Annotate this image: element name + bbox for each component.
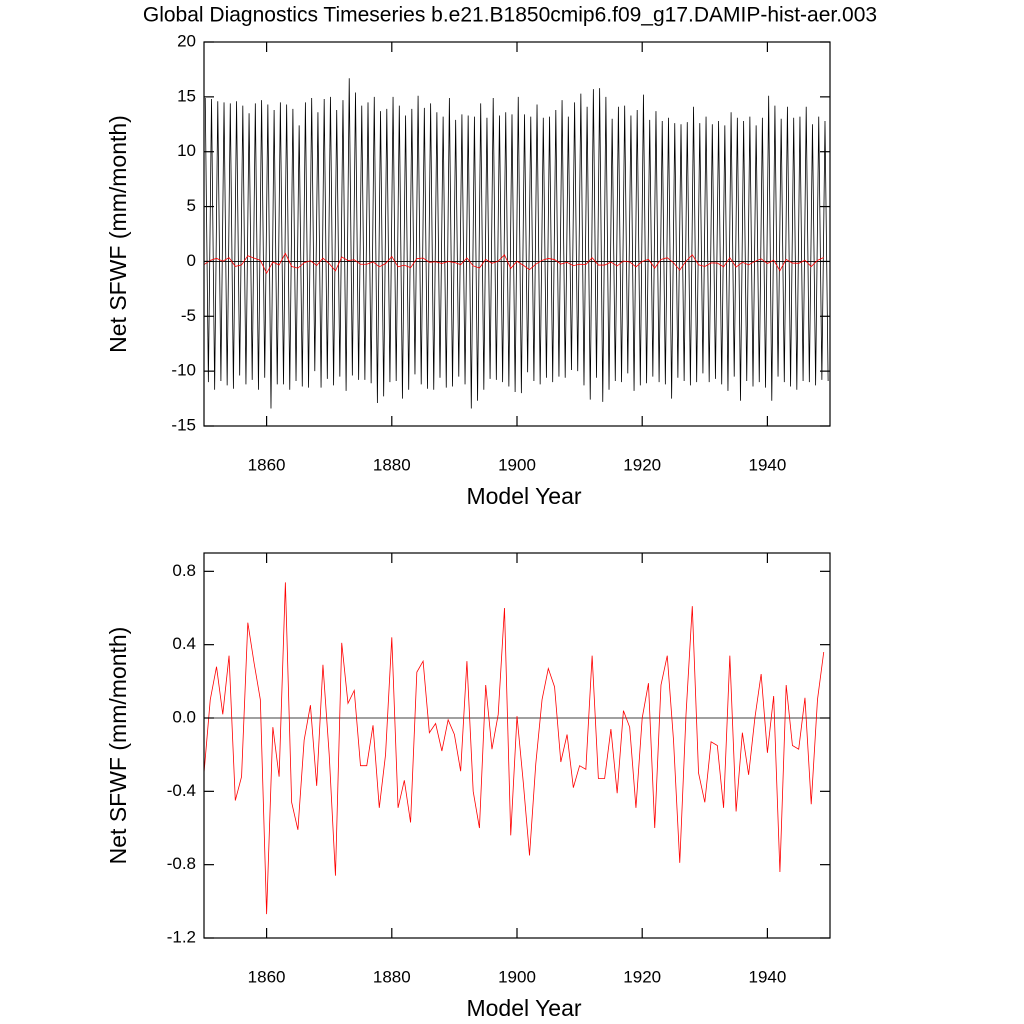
x-tick-label: 1860 [248,967,286,986]
y-tick-label: -5 [181,306,196,325]
y-tick-label: 5 [187,196,196,215]
series-line [203,252,824,275]
series-line [203,582,825,915]
y-tick-label: 15 [177,86,196,105]
x-tick-label: 1940 [748,967,786,986]
x-axis-title: Model Year [466,483,581,509]
series-line [204,78,829,409]
y-axis-title: Net SFWF (mm/month) [105,627,131,865]
y-tick-label: 20 [177,31,196,50]
plot-frame [203,552,831,939]
x-tick-label: 1900 [498,455,536,474]
y-tick-label: 10 [177,141,196,160]
y-tick-label: -0.8 [167,854,196,873]
x-axis-title: Model Year [466,995,581,1021]
y-tick-label: -1.2 [167,927,196,946]
y-tick-label: 0.4 [172,634,196,653]
x-tick-label: 1900 [498,967,536,986]
y-axis-title: Net SFWF (mm/month) [105,115,131,353]
x-tick-label: 1880 [373,967,411,986]
y-tick-label: 0 [187,251,196,270]
y-tick-label: 0.0 [172,707,196,726]
y-tick-label: -10 [171,361,196,380]
x-tick-label: 1860 [248,455,286,474]
y-tick-label: 0.8 [172,561,196,580]
x-tick-label: 1920 [623,967,661,986]
x-tick-label: 1880 [373,455,411,474]
x-tick-label: 1920 [623,455,661,474]
y-tick-label: -0.4 [167,781,196,800]
x-tick-label: 1940 [748,455,786,474]
y-tick-label: -15 [171,415,196,434]
chart-title: Global Diagnostics Timeseries b.e21.B185… [143,4,877,27]
